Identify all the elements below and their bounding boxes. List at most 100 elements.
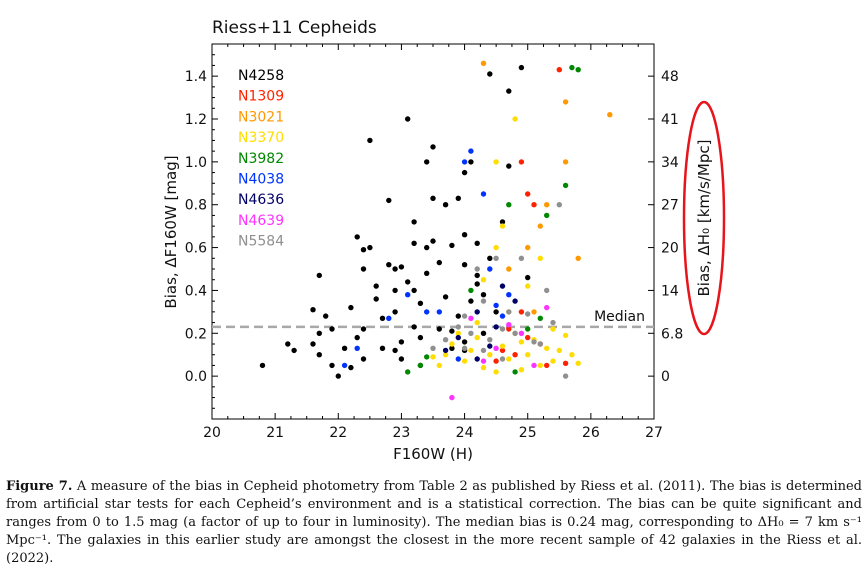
y-tick-label: 0.0	[185, 369, 207, 385]
data-point-n3982	[417, 362, 424, 369]
data-point-n3982	[537, 315, 543, 321]
data-point-n3370	[518, 367, 525, 373]
data-point-n4038	[506, 292, 512, 298]
data-point-n5584	[468, 330, 474, 336]
data-point-n4636	[474, 356, 480, 362]
data-point-n4258	[461, 339, 468, 345]
data-point-n4258	[360, 266, 367, 272]
data-point-n4639	[493, 345, 499, 351]
y2-tick-label: 27	[661, 198, 679, 214]
data-point-n4258	[316, 272, 322, 279]
median-label: Median	[594, 309, 645, 325]
data-point-n3982	[569, 64, 575, 71]
data-point-n3370	[468, 347, 474, 354]
data-point-n4258	[461, 232, 468, 238]
data-point-n4258	[405, 279, 411, 285]
data-point-n3021	[607, 112, 613, 118]
data-point-n4258	[442, 294, 449, 300]
data-point-n3021	[480, 60, 487, 66]
data-point-n5584	[518, 255, 525, 261]
data-point-n3021	[537, 223, 543, 229]
data-point-n1309	[518, 159, 525, 165]
data-point-n4258	[360, 356, 367, 362]
x-tick-label: 22	[329, 425, 347, 441]
y-axis-right-label: Bias, ΔH₀ [km/s/Mpc]	[695, 140, 713, 297]
data-point-n4258	[468, 159, 474, 165]
data-point-n4258	[316, 352, 322, 358]
data-point-n5584	[499, 356, 506, 362]
y-tick-label: 1.2	[185, 112, 207, 128]
data-point-n1309	[544, 362, 550, 369]
y2-tick-label: 41	[661, 112, 679, 128]
data-point-n4258	[392, 287, 398, 294]
legend-entry-n4258: N4258	[238, 68, 284, 84]
data-point-n5584	[562, 373, 569, 379]
data-point-n4258	[398, 356, 405, 362]
data-point-n5584	[461, 313, 468, 319]
data-point-n4639	[518, 330, 525, 336]
data-point-n5584	[455, 324, 461, 330]
data-point-n3370	[480, 277, 487, 283]
data-point-n4258	[417, 300, 424, 306]
data-point-n4258	[411, 287, 417, 294]
data-point-n5584	[430, 345, 436, 351]
data-point-n4258	[430, 195, 436, 201]
data-point-n4038	[455, 356, 461, 362]
data-point-n4258	[424, 244, 430, 251]
data-point-n4258	[392, 266, 398, 272]
data-point-n1309	[562, 360, 569, 366]
data-point-n5584	[556, 202, 562, 208]
data-point-n5584	[506, 309, 512, 315]
data-point-n4038	[405, 292, 411, 298]
data-point-n1309	[499, 347, 506, 354]
data-point-n4258	[341, 345, 348, 351]
data-point-n4038	[341, 362, 348, 369]
data-point-n4258	[354, 334, 360, 341]
data-point-n3982	[424, 354, 430, 360]
highlight-ellipse	[682, 100, 726, 336]
data-point-n3370	[550, 358, 556, 364]
data-point-n3021	[562, 159, 569, 165]
x-tick-label: 25	[519, 425, 537, 441]
data-point-n4636	[487, 343, 493, 349]
data-point-n3982	[562, 182, 569, 189]
data-point-n4038	[499, 313, 506, 319]
data-point-n4258	[367, 137, 373, 144]
data-point-n3370	[506, 356, 512, 362]
data-point-n3370	[569, 352, 575, 358]
data-point-n4258	[436, 326, 442, 332]
data-point-n4639	[544, 304, 550, 311]
data-point-n4258	[398, 264, 405, 270]
x-tick-label: 20	[203, 425, 221, 441]
data-point-n3982	[468, 287, 474, 294]
data-point-n3982	[506, 202, 512, 208]
data-point-n4258	[455, 313, 461, 319]
x-tick-label: 24	[456, 425, 474, 441]
data-point-n5584	[499, 326, 506, 332]
legend-entry-n1309: N1309	[238, 89, 284, 105]
data-point-n4038	[461, 159, 468, 165]
data-point-n4258	[316, 330, 322, 336]
data-point-n3370	[493, 369, 499, 375]
data-point-n4258	[411, 219, 417, 225]
data-point-n4258	[386, 197, 392, 204]
data-point-n4258	[335, 373, 341, 379]
legend-entry-n5584: N5584	[238, 234, 284, 250]
caption-text: A measure of the bias in Cepheid photome…	[6, 479, 862, 566]
data-point-n4258	[461, 169, 468, 176]
data-point-n4258	[386, 262, 392, 268]
y2-tick-label: 14	[661, 283, 679, 299]
data-point-n4258	[329, 362, 335, 369]
data-point-n3370	[487, 352, 493, 358]
data-point-n3370	[525, 352, 531, 358]
data-point-n4258	[259, 362, 266, 369]
data-point-n4258	[379, 315, 386, 321]
data-point-n3370	[430, 354, 436, 360]
data-point-n3370	[480, 364, 487, 371]
y-tick-label: 1.4	[185, 69, 207, 85]
data-point-n5584	[480, 347, 487, 354]
y-tick-label: 0.6	[185, 241, 207, 257]
data-point-n1309	[531, 202, 537, 208]
data-point-n3370	[575, 360, 581, 366]
legend-entry-n3370: N3370	[238, 130, 284, 146]
